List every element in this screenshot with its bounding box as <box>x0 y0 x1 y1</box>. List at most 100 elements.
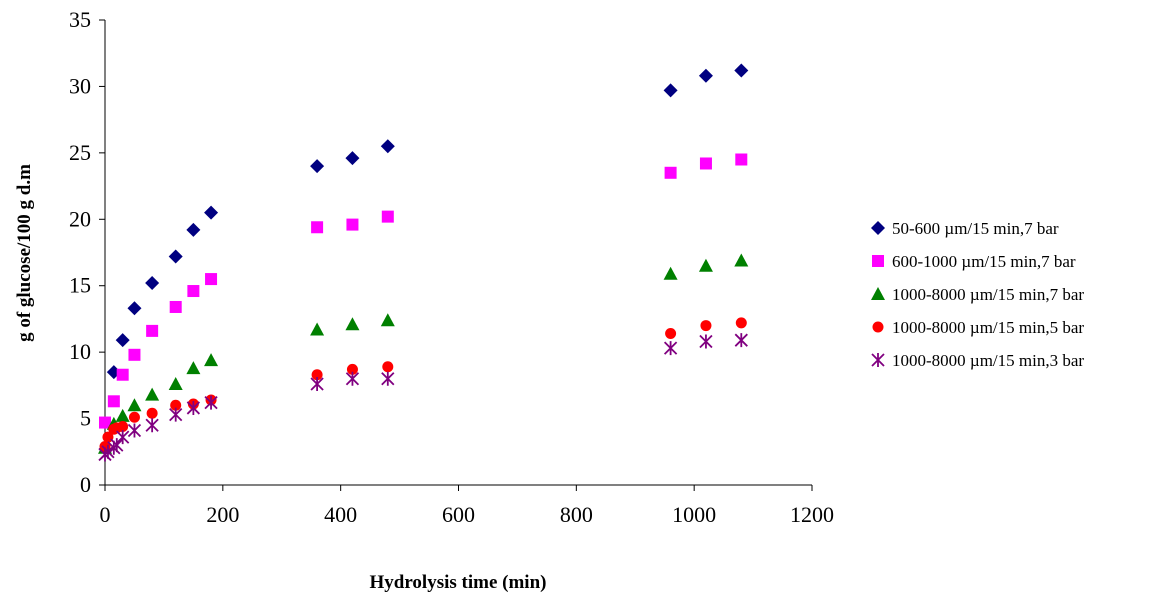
data-points <box>98 63 749 462</box>
data-point-square <box>99 416 111 429</box>
data-point-asterisk <box>110 438 124 453</box>
data-point-triangle <box>168 377 183 391</box>
legend-label: 1000-8000 µm/15 min,3 bar <box>892 351 1084 370</box>
series-5 <box>98 333 748 462</box>
data-point-asterisk <box>663 341 678 356</box>
data-point-triangle <box>127 398 142 412</box>
data-point-triangle <box>698 258 713 272</box>
axes: 0 5 10 15 20 25 30 35 0 200 400 600 800 1000 1200 <box>69 7 834 527</box>
data-point-asterisk <box>345 371 360 386</box>
series-4 <box>99 317 747 452</box>
data-point-diamond <box>663 83 678 98</box>
legend-item: 600-1000 µm/15 min,7 bar <box>872 252 1076 271</box>
data-point-square <box>107 395 120 408</box>
legend-marker-square <box>872 255 884 267</box>
data-point-square <box>128 348 141 361</box>
y-tick-label: 15 <box>69 273 91 298</box>
data-point-asterisk <box>101 444 115 459</box>
data-point-square <box>664 166 677 179</box>
y-tick-label: 10 <box>69 339 91 364</box>
data-point-circle <box>700 320 712 332</box>
series-1 <box>106 63 749 380</box>
data-point-triangle <box>734 253 749 267</box>
legend-item: 50-600 µm/15 min,7 bar <box>871 219 1059 238</box>
data-point-triangle <box>380 313 395 327</box>
data-point-asterisk <box>145 418 159 433</box>
data-point-circle <box>117 421 129 433</box>
legend-label: 50-600 µm/15 min,7 bar <box>892 219 1059 238</box>
x-tick-label: 800 <box>560 502 593 527</box>
data-point-square <box>205 273 218 286</box>
legend: 50-600 µm/15 min,7 bar 600-1000 µm/15 min… <box>871 219 1084 370</box>
data-point-square <box>116 368 129 381</box>
data-point-triangle <box>204 353 219 367</box>
x-tick-label: 200 <box>206 502 239 527</box>
data-point-asterisk <box>699 334 713 349</box>
data-point-circle <box>311 369 323 381</box>
data-point-square <box>187 285 200 298</box>
x-tick-label: 0 <box>100 502 111 527</box>
data-point-diamond <box>734 63 749 78</box>
legend-label: 600-1000 µm/15 min,7 bar <box>892 252 1076 271</box>
data-point-diamond <box>168 249 183 264</box>
data-point-diamond <box>127 301 142 316</box>
data-point-triangle <box>145 387 160 401</box>
data-point-diamond <box>186 222 201 237</box>
data-point-asterisk <box>116 430 130 445</box>
data-point-asterisk <box>734 333 748 348</box>
data-point-diamond <box>204 205 219 220</box>
x-tick-label: 600 <box>442 502 475 527</box>
data-point-asterisk <box>310 377 324 392</box>
legend-item: 1000-8000 µm/15 min,5 bar <box>872 318 1084 337</box>
legend-label: 1000-8000 µm/15 min,5 bar <box>892 318 1084 337</box>
legend-item: 1000-8000 µm/15 min,3 bar <box>871 351 1084 370</box>
data-point-asterisk <box>127 423 142 438</box>
data-point-diamond <box>345 151 360 166</box>
data-point-triangle <box>310 322 325 336</box>
y-tick-label: 35 <box>69 7 91 32</box>
data-point-circle <box>735 317 747 329</box>
legend-label: 1000-8000 µm/15 min,7 bar <box>892 285 1084 304</box>
data-point-circle <box>146 407 158 419</box>
x-axis-title: Hydrolysis time (min) <box>370 572 547 593</box>
data-point-square <box>346 218 359 231</box>
y-tick-label: 5 <box>80 406 91 431</box>
legend-marker-diamond <box>871 221 885 235</box>
data-point-diamond <box>115 333 130 348</box>
data-point-square <box>699 157 712 170</box>
data-point-circle <box>665 328 677 340</box>
data-point-asterisk <box>186 400 201 415</box>
data-point-circle <box>382 361 394 373</box>
data-point-square <box>146 324 159 337</box>
x-tick-label: 1200 <box>790 502 834 527</box>
data-point-circle <box>170 399 182 411</box>
data-point-circle <box>128 411 140 423</box>
data-point-triangle <box>345 317 360 331</box>
y-axis-title: g of glucose/100 g d.m <box>14 164 35 342</box>
data-point-diamond <box>145 276 160 291</box>
y-tick-label: 30 <box>69 73 91 98</box>
x-tick-label: 400 <box>324 502 357 527</box>
legend-item: 1000-8000 µm/15 min,7 bar <box>871 285 1084 304</box>
y-tick-label: 25 <box>69 140 91 165</box>
data-point-triangle <box>186 361 201 375</box>
legend-marker-asterisk <box>871 353 885 367</box>
data-point-diamond <box>380 139 395 154</box>
y-tick-label: 20 <box>69 206 91 231</box>
data-point-diamond <box>310 159 325 174</box>
data-point-asterisk <box>204 395 218 410</box>
data-point-square <box>311 221 324 234</box>
data-point-asterisk <box>169 407 183 422</box>
data-point-square <box>169 300 182 313</box>
data-point-circle <box>346 363 358 375</box>
data-point-triangle <box>115 408 130 422</box>
data-point-square <box>735 153 748 166</box>
x-tick-label: 1000 <box>672 502 716 527</box>
legend-marker-triangle <box>871 287 885 300</box>
data-point-triangle <box>663 266 678 280</box>
series-3 <box>98 253 749 454</box>
data-point-diamond <box>698 68 713 83</box>
data-point-asterisk <box>381 371 395 386</box>
